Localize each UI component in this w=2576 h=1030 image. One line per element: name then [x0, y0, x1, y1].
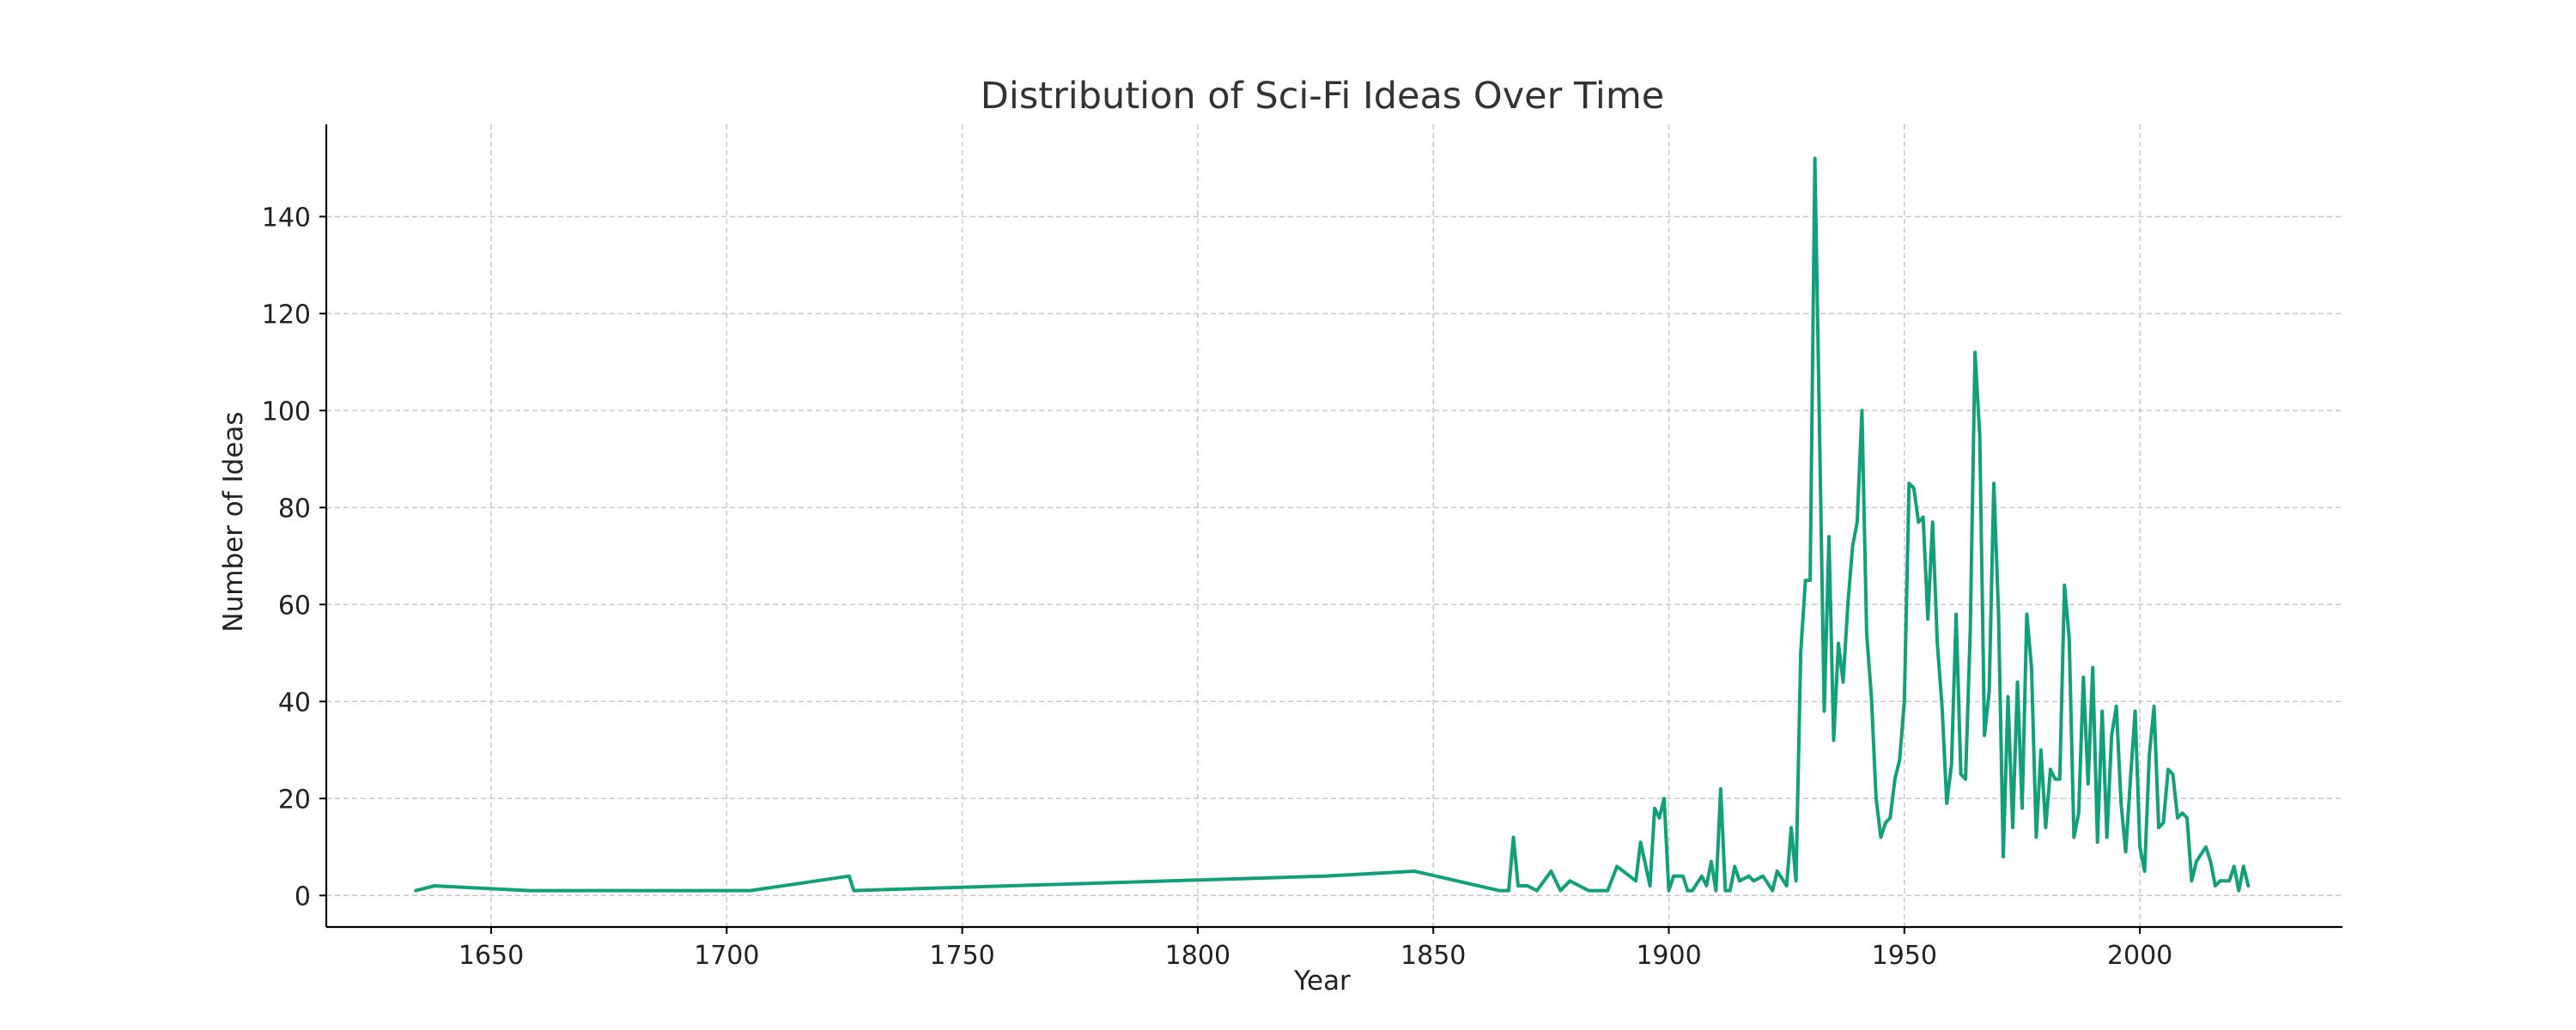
x-axis-label: Year — [1293, 966, 1351, 997]
y-tick-label: 80 — [278, 494, 311, 524]
x-tick-label: 1800 — [1165, 941, 1230, 971]
series-line — [414, 156, 2251, 893]
y-tick-label: 120 — [262, 300, 311, 330]
x-tick-label: 1700 — [694, 941, 759, 971]
axes — [325, 124, 2342, 929]
y-tick-label: 60 — [278, 591, 311, 621]
x-tick-label: 1750 — [929, 941, 994, 971]
chart-title: Distribution of Sci-Fi Ideas Over Time — [981, 75, 1664, 118]
series-layer — [414, 156, 2251, 893]
x-tick-label: 1650 — [459, 941, 524, 971]
x-tick-label: 1900 — [1636, 941, 1701, 971]
y-tick-label: 20 — [278, 785, 311, 815]
x-axis-ticks: 1650 1700 1750 1800 1850 1900 1950 2000 — [459, 927, 2172, 971]
y-tick-label: 140 — [262, 203, 311, 233]
x-tick-label: 2000 — [2107, 941, 2172, 971]
x-tick-label: 1850 — [1400, 941, 1466, 971]
y-tick-label: 100 — [262, 397, 311, 427]
x-tick-label: 1950 — [1872, 941, 1937, 971]
y-axis-label: Number of Ideas — [218, 411, 249, 632]
y-tick-label: 40 — [278, 688, 311, 718]
grid — [326, 124, 2342, 927]
y-tick-label: 0 — [295, 882, 311, 912]
y-axis-ticks: 0 20 40 60 80 100 120 140 — [262, 203, 326, 912]
